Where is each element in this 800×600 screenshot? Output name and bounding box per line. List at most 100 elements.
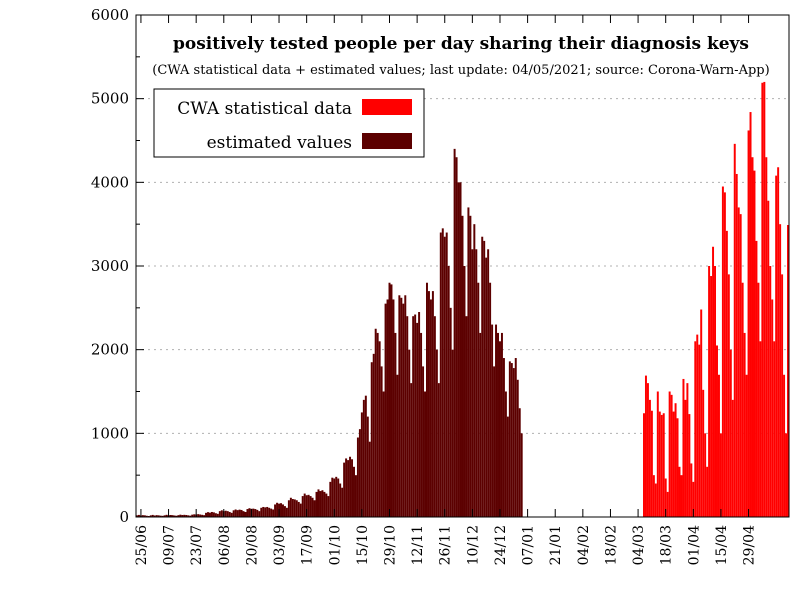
bar-estimated: [370, 362, 373, 517]
bar-cwa: [684, 399, 687, 517]
bar-estimated: [443, 236, 446, 517]
bar-cwa: [658, 411, 661, 517]
bar-estimated: [230, 512, 233, 517]
bar-estimated: [453, 148, 456, 517]
bar-estimated: [214, 513, 217, 517]
bar-estimated: [495, 324, 498, 517]
bar-estimated: [351, 459, 354, 517]
bar-estimated: [445, 232, 448, 517]
bar-cwa: [763, 81, 766, 518]
bar-estimated: [234, 509, 237, 517]
bar-estimated: [402, 303, 405, 517]
bar-estimated: [212, 512, 215, 517]
bar-estimated: [518, 408, 521, 517]
bar-cwa: [702, 389, 705, 517]
bar-cwa: [680, 475, 683, 517]
bar-estimated: [353, 466, 355, 517]
bar-estimated: [431, 291, 434, 517]
bar-cwa: [747, 130, 750, 517]
bar-cwa: [648, 399, 651, 517]
bar-cwa: [757, 282, 760, 517]
bar-estimated: [266, 506, 269, 517]
bar-cwa: [672, 411, 675, 517]
bar-cwa: [662, 413, 665, 517]
bar-cwa: [650, 410, 653, 517]
bar-estimated: [477, 282, 480, 517]
bar-estimated: [256, 509, 259, 517]
bar-cwa: [678, 466, 681, 517]
bar-cwa: [727, 274, 730, 517]
bar-estimated: [418, 312, 421, 517]
x-tick-label: 09/07: [162, 525, 178, 565]
x-axis: 25/06 09/07 23/07 06/08 20/08 03/09 17/09 01/10…: [134, 15, 758, 565]
bar-estimated: [303, 493, 306, 517]
bar-estimated: [512, 368, 515, 517]
bar-estimated: [499, 341, 501, 517]
bar-estimated: [321, 490, 324, 517]
bar-estimated: [485, 257, 488, 517]
bar-estimated: [159, 515, 162, 517]
bar-estimated: [435, 349, 438, 517]
x-tick-label: 06/08: [217, 525, 233, 565]
bar-estimated: [343, 462, 346, 517]
legend-swatch-cwa: [362, 99, 412, 115]
bar-estimated: [240, 509, 243, 517]
bar-estimated: [281, 504, 284, 517]
bar-estimated: [335, 476, 338, 517]
legend-swatch-estimated: [362, 133, 412, 149]
x-tick-label: 23/07: [189, 525, 205, 565]
bar-estimated: [398, 295, 401, 517]
bar-estimated: [307, 494, 310, 517]
bar-estimated: [424, 391, 426, 517]
bar-estimated: [197, 514, 200, 517]
bar-estimated: [218, 511, 221, 517]
bar-cwa: [656, 391, 659, 517]
bar-cwa: [761, 82, 764, 518]
bar-cwa: [775, 175, 778, 517]
bar-estimated: [504, 391, 507, 517]
bar-cwa: [739, 214, 742, 517]
bar-estimated: [429, 299, 432, 517]
bar-cwa: [759, 341, 762, 517]
bar-estimated: [449, 307, 452, 517]
y-tick-label: 1000: [91, 424, 129, 442]
bar-estimated: [382, 391, 385, 517]
bar-estimated: [392, 299, 395, 517]
bar-estimated: [506, 416, 509, 517]
bar-estimated: [489, 282, 492, 517]
bar-estimated: [467, 207, 470, 517]
bar-cwa: [714, 266, 716, 517]
bar-estimated: [145, 515, 148, 517]
legend: CWA statistical data estimated values: [153, 88, 425, 158]
bar-estimated: [228, 511, 231, 517]
bar-cwa: [666, 491, 669, 517]
bar-estimated: [193, 514, 196, 517]
bar-estimated: [293, 499, 296, 517]
bar-estimated: [459, 182, 462, 517]
bar-estimated: [481, 236, 484, 517]
x-tick-label: 20/08: [244, 525, 260, 565]
bar-estimated: [412, 316, 415, 517]
bar-estimated: [208, 512, 211, 517]
bar-estimated: [299, 503, 302, 517]
bar-estimated: [510, 363, 513, 517]
bar-estimated: [457, 182, 460, 517]
bar-estimated: [388, 282, 391, 517]
bar-estimated: [210, 511, 213, 517]
x-tick-label: 04/03: [631, 525, 647, 565]
legend-label-estimated: estimated values: [207, 133, 352, 153]
bar-cwa: [690, 463, 693, 517]
bar-estimated: [280, 503, 282, 517]
bar-estimated: [514, 358, 517, 517]
bar-cwa: [725, 230, 728, 518]
bar-estimated: [327, 496, 330, 517]
bar-estimated: [163, 515, 166, 517]
bar-estimated: [426, 282, 428, 517]
x-tick-label: 29/10: [383, 525, 399, 565]
bar-cwa: [700, 309, 703, 517]
bar-cwa: [704, 433, 707, 517]
bar-estimated: [285, 507, 288, 517]
bar-estimated: [201, 514, 204, 517]
bar-estimated: [199, 514, 202, 517]
bar-estimated: [406, 316, 409, 517]
